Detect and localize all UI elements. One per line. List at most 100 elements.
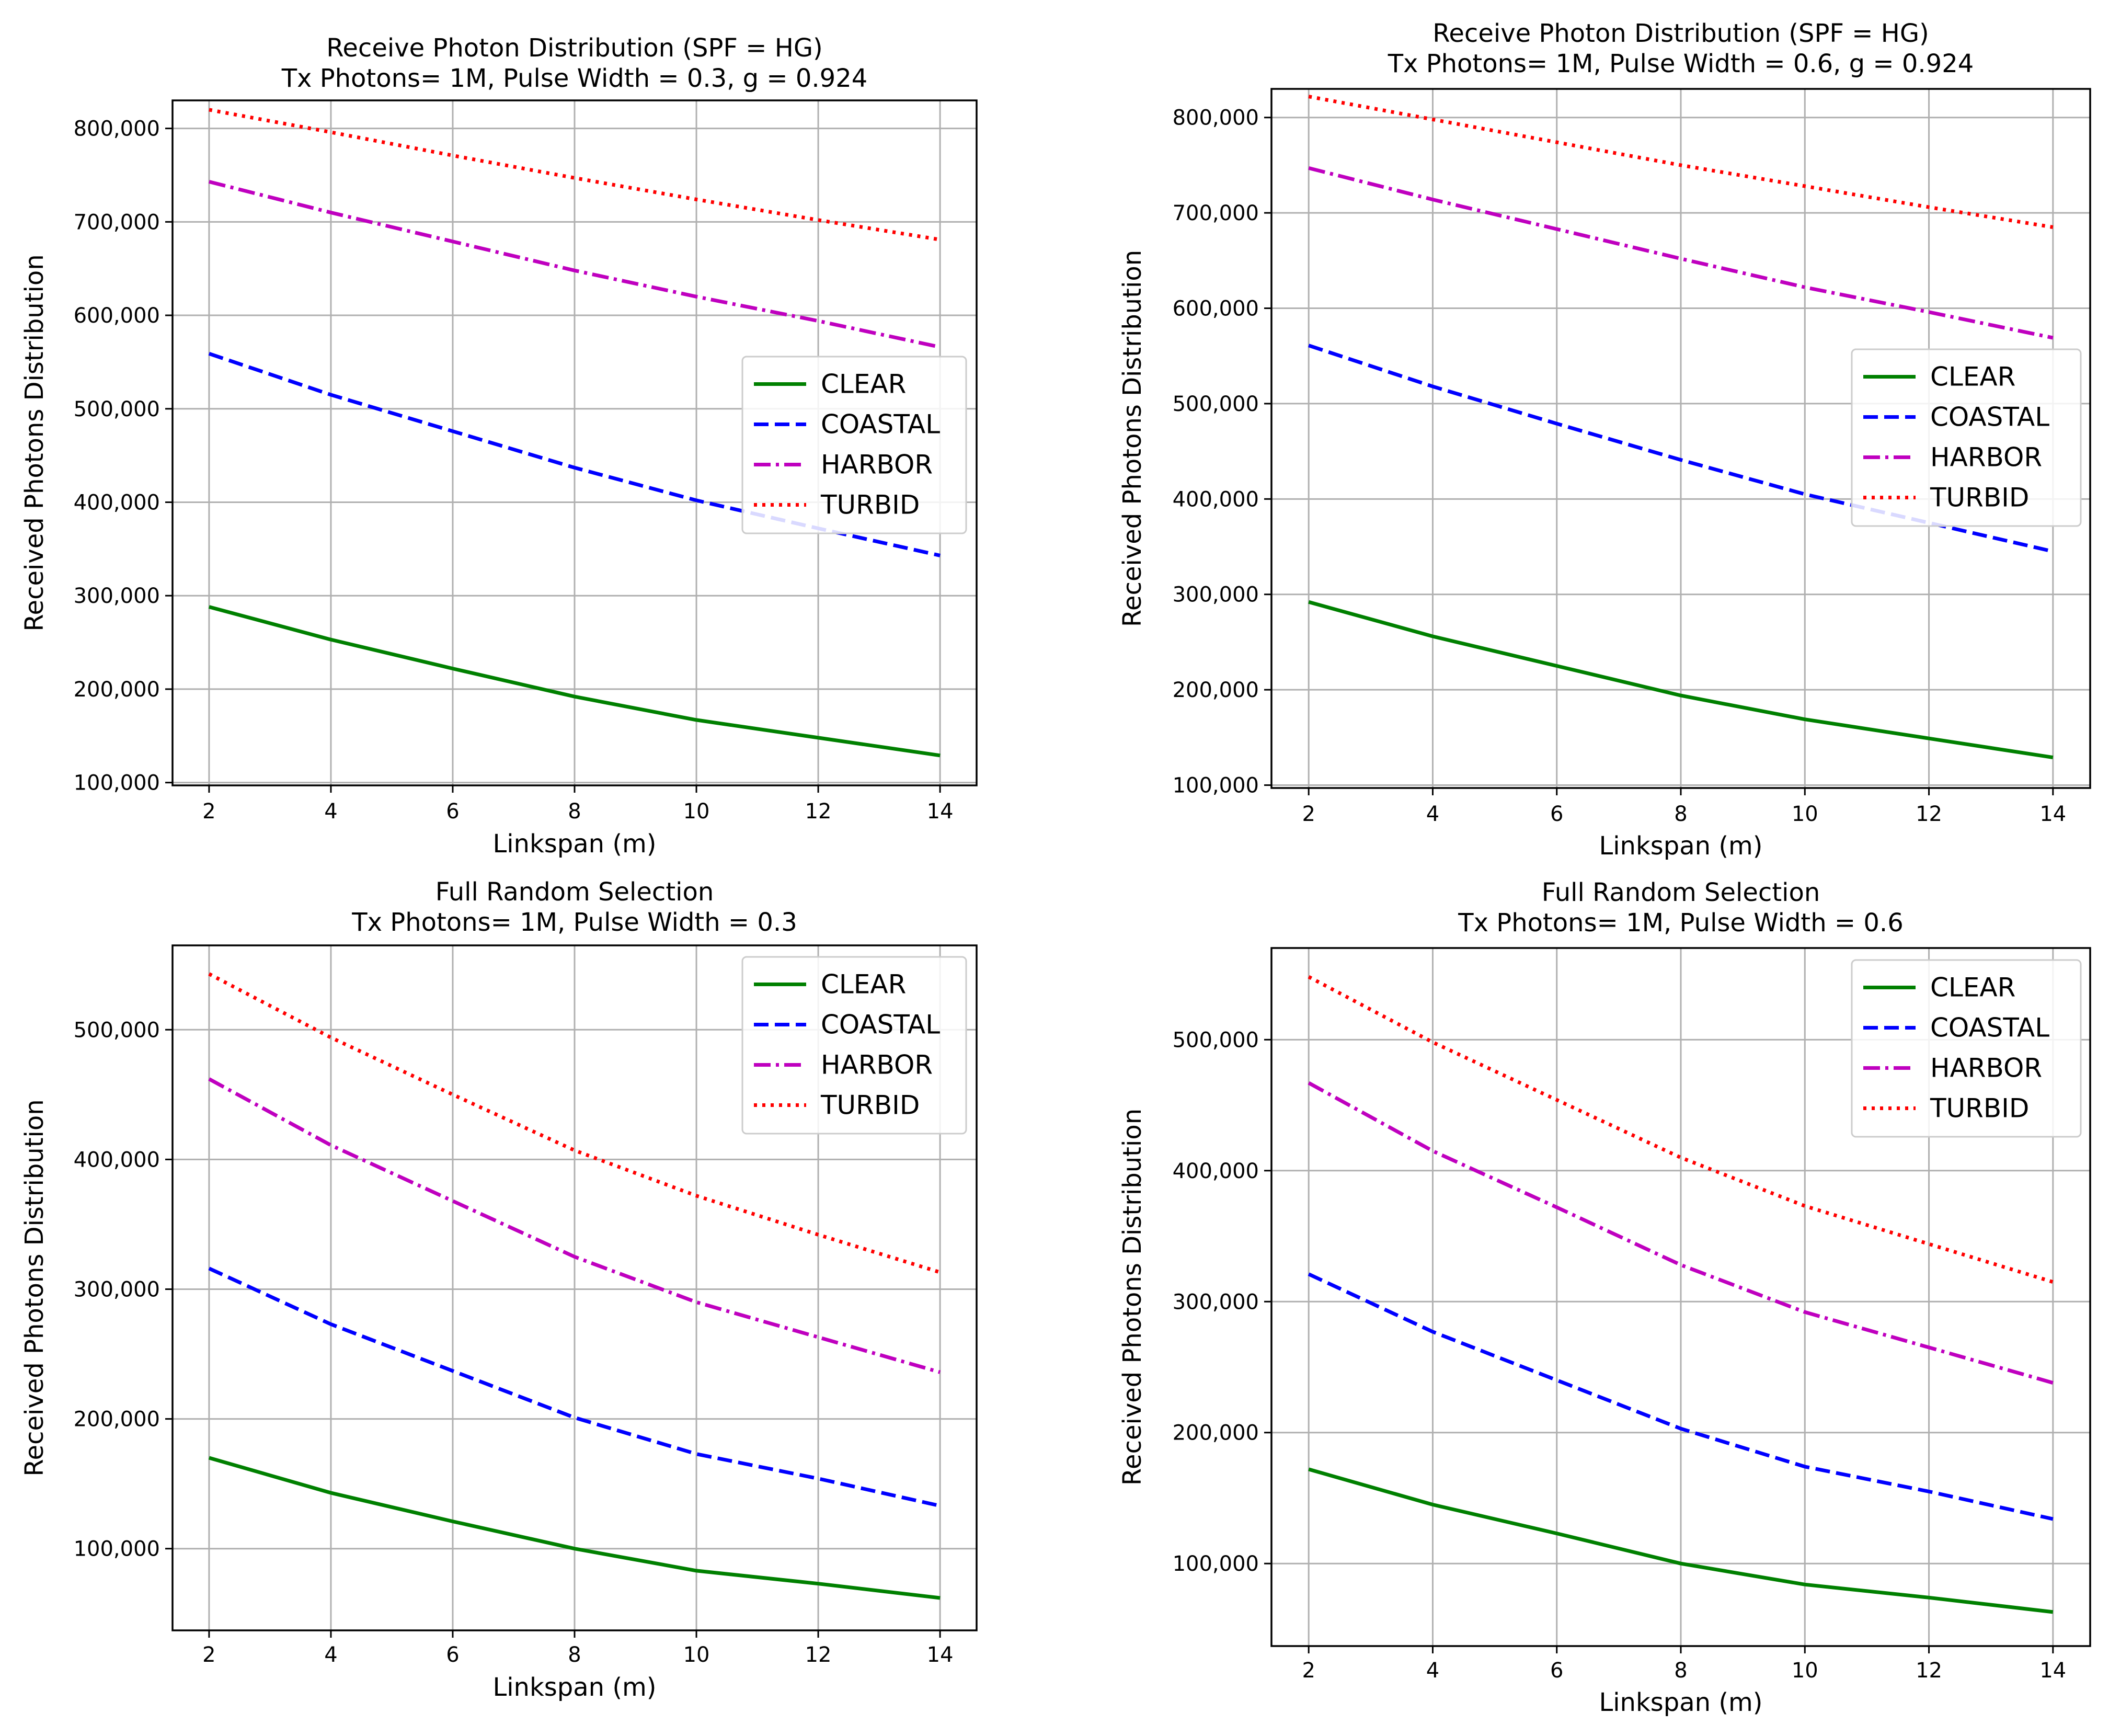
series-line-coastal	[208, 1266, 941, 1508]
x-tick-label: 12	[1916, 1659, 1942, 1683]
y-tick-label: 300,000	[1173, 583, 1259, 607]
series-line-coastal	[1308, 344, 2054, 554]
legend-label: CLEAR	[1930, 973, 2015, 1003]
x-tick-label: 14	[2039, 1659, 2066, 1683]
chart-title: Full Random Selection	[435, 877, 714, 907]
y-tick-label: 400,000	[74, 1148, 160, 1172]
x-tick-label: 4	[1426, 802, 1439, 826]
legend-box	[1851, 348, 2082, 527]
series-line-clear	[1308, 1467, 2054, 1614]
series-line-turbid	[209, 108, 941, 242]
x-tick-label: 10	[1792, 802, 1818, 826]
x-tick-label: 2	[1302, 1659, 1315, 1683]
y-tick-label: 800,000	[74, 117, 160, 141]
chart-subtitle: Tx Photons= 1M, Pulse Width = 0.3, g = 0…	[281, 64, 868, 93]
x-tick-label: 10	[1792, 1659, 1818, 1683]
chart-title: Receive Photon Distribution (SPF = HG)	[326, 33, 823, 63]
x-tick-label: 8	[1674, 802, 1687, 826]
legend-box	[1851, 959, 2082, 1138]
x-tick-label: 4	[324, 1643, 337, 1667]
x-tick-label: 2	[1302, 802, 1315, 826]
chart-subtitle: Tx Photons= 1M, Pulse Width = 0.3	[351, 908, 797, 937]
y-axis-label: Received Photons Distribution	[1118, 1109, 1147, 1486]
y-tick-label: 200,000	[74, 1408, 160, 1432]
x-tick-label: 8	[568, 1643, 581, 1667]
legend-box	[741, 956, 967, 1135]
series-line-coastal	[1308, 1272, 2054, 1521]
plot-frame	[171, 944, 978, 1631]
x-tick-label: 6	[1550, 1659, 1563, 1683]
legend-label: CLEAR	[821, 369, 906, 399]
x-tick-label: 14	[927, 1643, 954, 1667]
plot-frame	[1270, 947, 2091, 1647]
y-axis-label: Received Photons Distribution	[20, 1099, 49, 1476]
x-tick-label: 4	[1426, 1659, 1439, 1683]
legend-label: COASTAL	[821, 409, 940, 440]
x-tick-label: 10	[683, 1643, 710, 1667]
y-tick-label: 400,000	[1173, 487, 1259, 511]
legend-label: TURBID	[820, 1090, 920, 1121]
series-line-harbor	[208, 1077, 941, 1374]
y-tick-label: 600,000	[1173, 297, 1259, 321]
chart-subtitle: Tx Photons= 1M, Pulse Width = 0.6	[1458, 908, 1903, 938]
x-tick-label: 12	[805, 800, 832, 824]
x-tick-label: 8	[568, 800, 581, 824]
y-tick-label: 100,000	[74, 1537, 160, 1561]
plot-frame	[1270, 88, 2091, 789]
series-line-turbid	[1308, 95, 2054, 229]
x-tick-label: 8	[1674, 1659, 1687, 1683]
x-tick-label: 6	[1550, 802, 1563, 826]
x-axis-label: Linkspan (m)	[492, 829, 656, 859]
series-line-turbid	[208, 972, 941, 1274]
series-line-harbor	[209, 180, 941, 349]
y-tick-label: 400,000	[74, 490, 160, 515]
y-tick-label: 500,000	[1173, 1028, 1259, 1052]
chart-subtitle: Tx Photons= 1M, Pulse Width = 0.6, g = 0…	[1388, 49, 1974, 78]
y-tick-label: 200,000	[1173, 1421, 1259, 1445]
chart-panel-2: Receive Photon Distribution (SPF = HG)Tx…	[1118, 19, 2091, 861]
x-tick-label: 14	[927, 800, 954, 824]
y-tick-label: 600,000	[74, 304, 160, 328]
series-line-clear	[1308, 600, 2054, 760]
legend-label: CLEAR	[821, 969, 906, 1000]
series-line-harbor	[1308, 1081, 2054, 1385]
legend: CLEAR COASTAL HARBOR TURBID	[1851, 348, 2082, 527]
legend-box	[741, 356, 967, 534]
y-tick-label: 300,000	[74, 1277, 160, 1301]
y-tick-label: 100,000	[1173, 1552, 1259, 1576]
legend-label: TURBID	[1930, 483, 2029, 513]
legend-label: CLEAR	[1930, 362, 2015, 392]
y-tick-label: 700,000	[74, 210, 160, 234]
legend-label: HARBOR	[821, 450, 933, 480]
y-tick-label: 700,000	[1173, 201, 1259, 225]
plot-frame	[171, 99, 978, 786]
x-tick-label: 6	[446, 1643, 459, 1667]
x-tick-label: 6	[446, 800, 459, 824]
legend-label: COASTAL	[821, 1010, 940, 1040]
chart-title: Receive Photon Distribution (SPF = HG)	[1432, 19, 1929, 48]
chart-title: Full Random Selection	[1542, 878, 1820, 907]
x-tick-label: 10	[683, 800, 710, 824]
y-tick-label: 500,000	[74, 1018, 160, 1042]
x-tick-label: 12	[805, 1643, 832, 1667]
x-tick-label: 4	[324, 800, 337, 824]
y-tick-label: 400,000	[1173, 1159, 1259, 1183]
legend: CLEAR COASTAL HARBOR TURBID	[1851, 959, 2082, 1138]
legend-label: TURBID	[820, 490, 920, 520]
x-tick-label: 2	[202, 1643, 215, 1667]
series-line-harbor	[1308, 166, 2054, 340]
x-tick-label: 2	[202, 800, 215, 824]
chart-panel-1: Receive Photon Distribution (SPF = HG)Tx…	[20, 33, 978, 859]
series-line-clear	[208, 1456, 941, 1600]
x-tick-label: 14	[2039, 802, 2066, 826]
legend-label: COASTAL	[1930, 402, 2049, 432]
y-tick-label: 200,000	[74, 678, 160, 702]
legend-label: HARBOR	[1930, 442, 2042, 473]
y-tick-label: 100,000	[1173, 774, 1259, 798]
x-axis-label: Linkspan (m)	[1599, 1688, 1762, 1717]
legend-label: HARBOR	[821, 1050, 933, 1080]
y-tick-label: 300,000	[74, 584, 160, 608]
